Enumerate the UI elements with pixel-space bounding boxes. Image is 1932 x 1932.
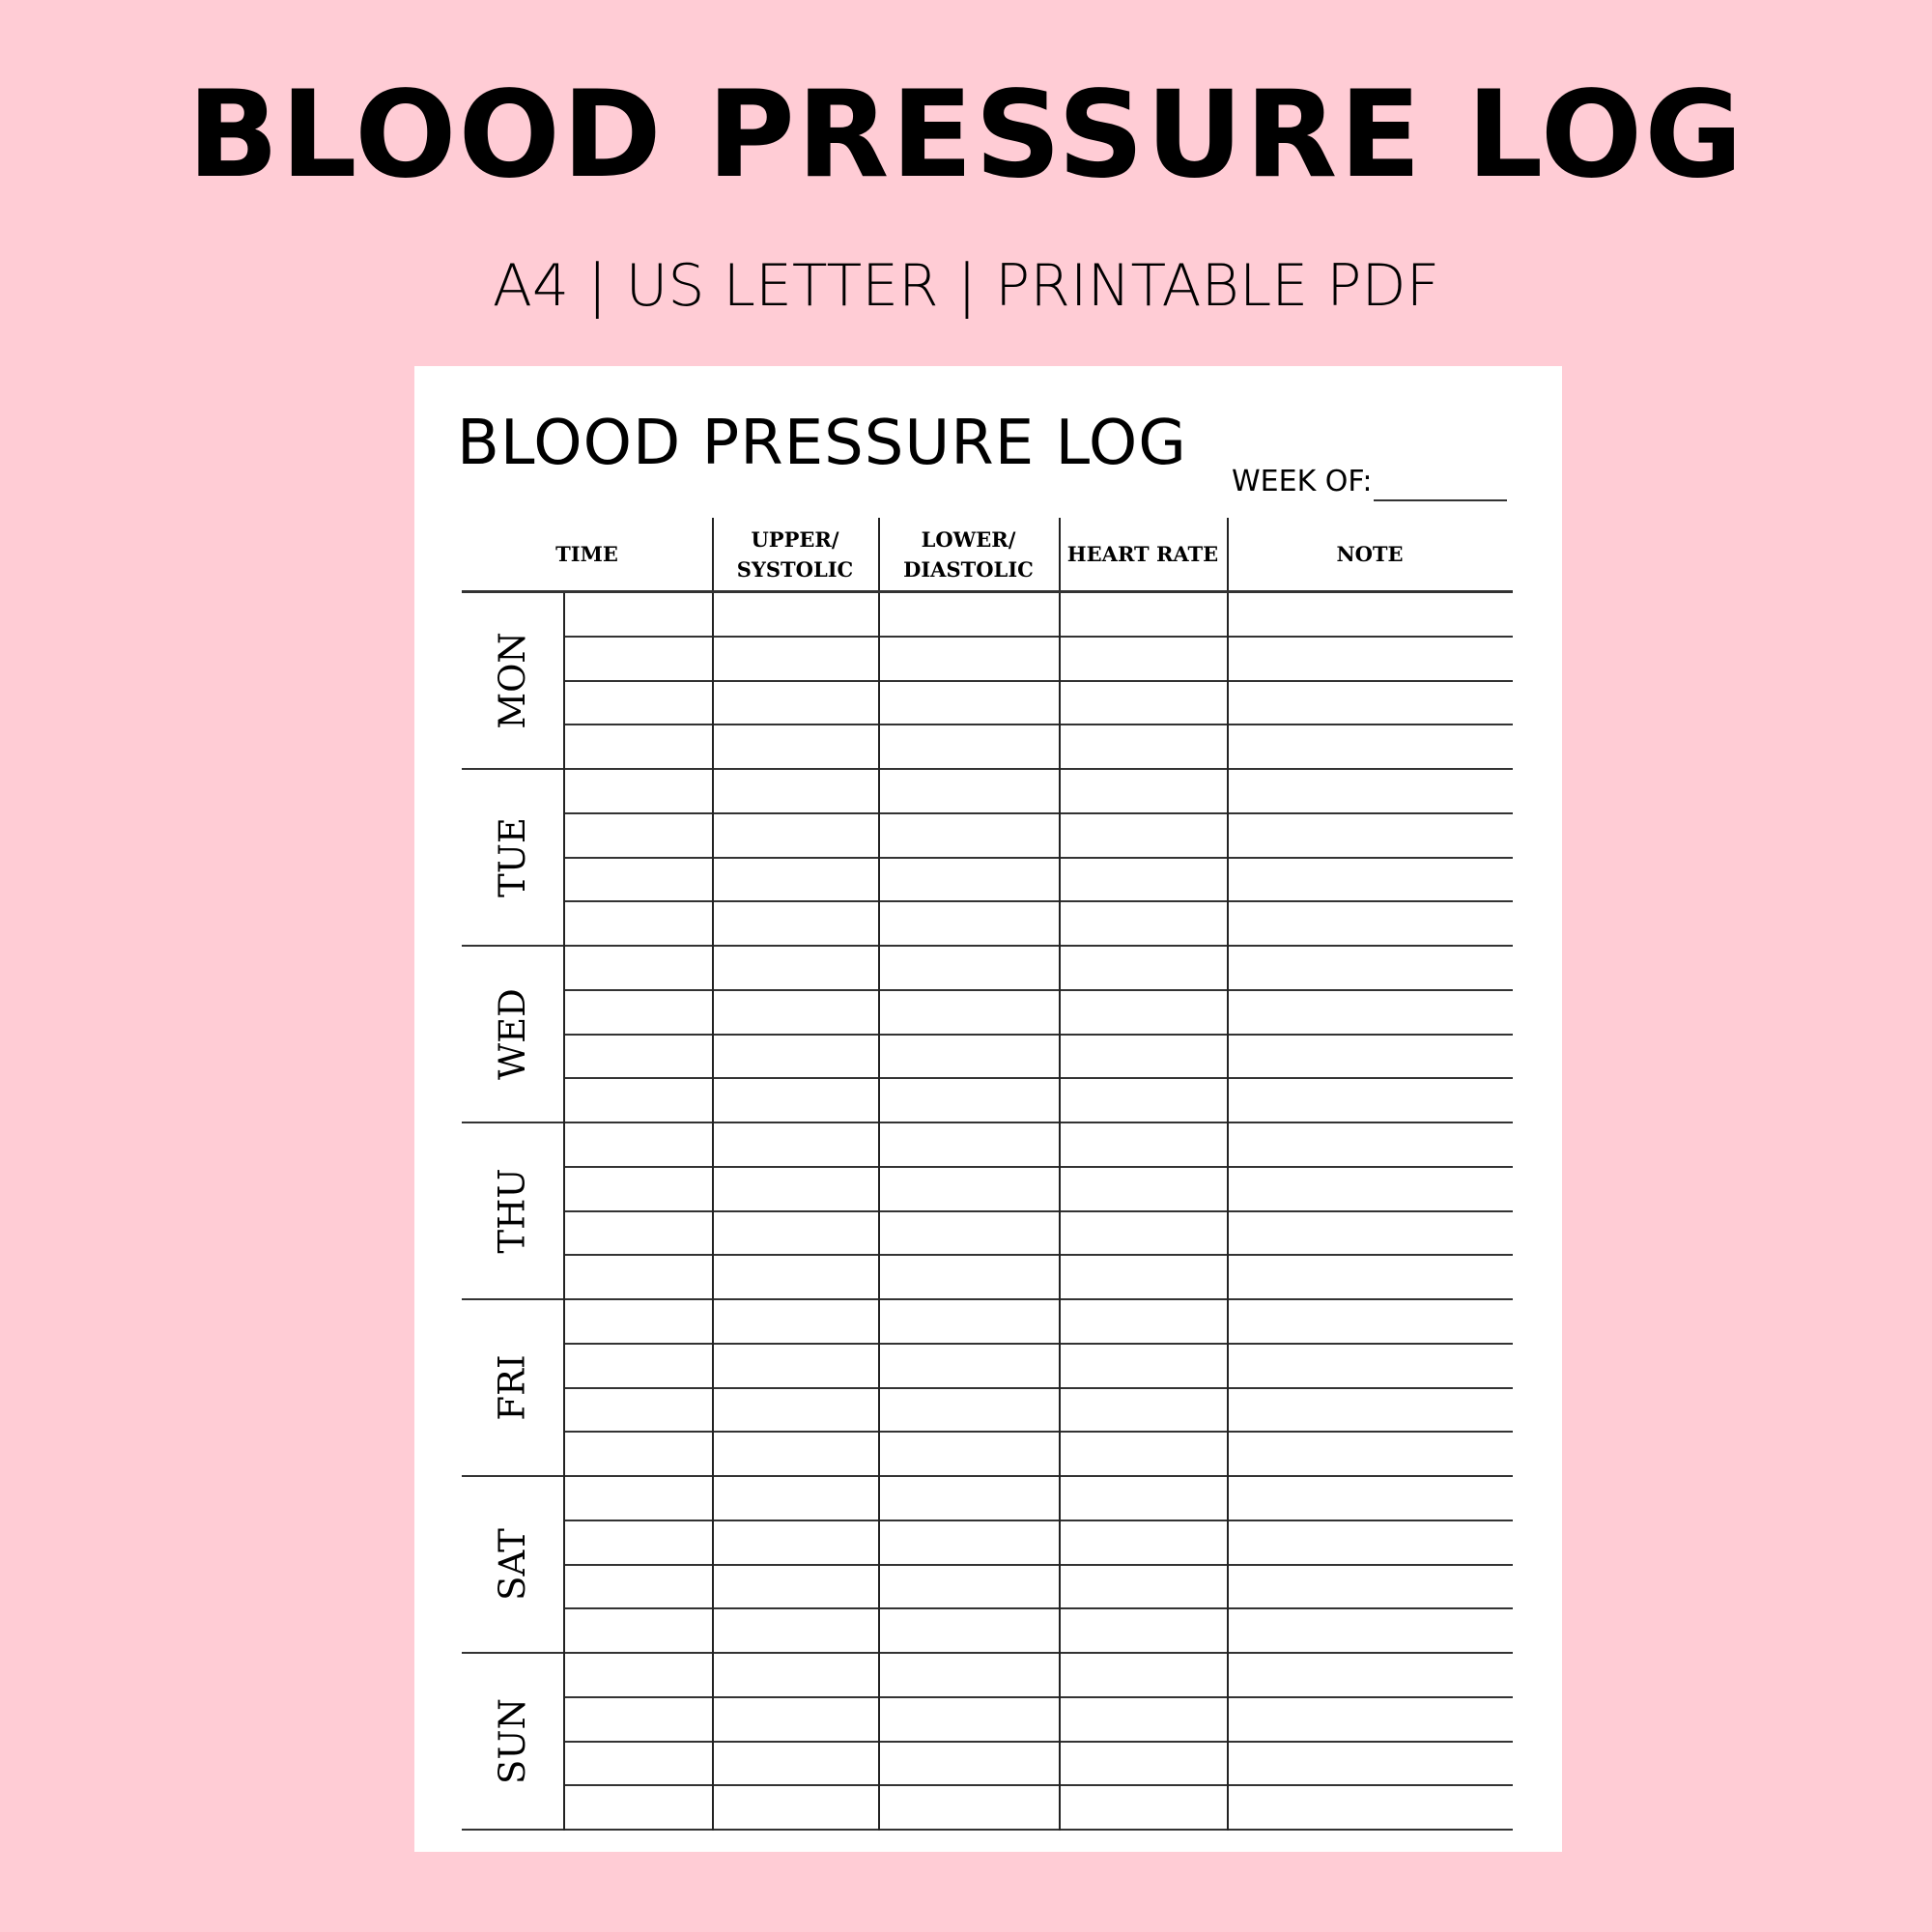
day-label: MON xyxy=(462,593,563,768)
table-row[interactable] xyxy=(563,859,1513,903)
table-row[interactable] xyxy=(563,1566,1513,1610)
day-name: SUN xyxy=(492,1698,533,1784)
table-row[interactable] xyxy=(563,1654,1513,1698)
table-row[interactable] xyxy=(563,1389,1513,1434)
column-header-note: NOTE xyxy=(1336,542,1404,566)
week-of-blank[interactable] xyxy=(1374,470,1508,501)
table-row[interactable] xyxy=(563,1212,1513,1257)
week-of-label: WEEK OF: xyxy=(1232,465,1373,498)
banner-title: BLOOD PRESSURE LOG xyxy=(187,66,1745,205)
column-divider xyxy=(563,593,565,1831)
table-row[interactable] xyxy=(563,770,1513,814)
day-name: MON xyxy=(492,632,533,729)
day-name: SAT xyxy=(491,1528,533,1601)
column-divider xyxy=(1059,593,1061,1831)
table-row[interactable] xyxy=(563,1036,1513,1080)
day-name: WED xyxy=(492,988,533,1080)
column-divider xyxy=(1059,518,1061,590)
column-header-upper-systolic: UPPER/SYSTOLIC xyxy=(736,526,854,582)
table-row[interactable] xyxy=(563,638,1513,682)
table-row[interactable] xyxy=(563,593,1513,638)
column-divider xyxy=(878,593,880,1831)
day-group-fri: FRI xyxy=(462,1300,1513,1477)
table-row[interactable] xyxy=(563,1698,1513,1743)
table-row[interactable] xyxy=(563,1168,1513,1212)
day-group-wed: WED xyxy=(462,947,1513,1123)
table-row[interactable] xyxy=(563,1123,1513,1168)
column-divider xyxy=(712,518,714,590)
day-group-sun: SUN xyxy=(462,1654,1513,1831)
day-group-tue: TUE xyxy=(462,770,1513,947)
day-group-mon: MON xyxy=(462,593,1513,770)
log-table: TIME UPPER/SYSTOLIC LOWER/DIASTOLIC HEART R… xyxy=(462,518,1513,1831)
log-sheet: BLOOD PRESSURE LOG WEEK OF: TIME UPPER/SY… xyxy=(414,366,1562,1852)
table-row[interactable] xyxy=(563,1300,1513,1345)
table-row[interactable] xyxy=(563,814,1513,859)
day-label: WED xyxy=(462,947,563,1122)
column-divider xyxy=(1227,518,1229,590)
day-name: TUE xyxy=(492,817,533,897)
column-header-time: TIME xyxy=(555,542,618,566)
week-of-field: WEEK OF: xyxy=(1232,463,1508,501)
table-row[interactable] xyxy=(563,991,1513,1036)
column-header-lower-diastolic: LOWER/DIASTOLIC xyxy=(903,526,1034,582)
table-row[interactable] xyxy=(563,682,1513,726)
table-row[interactable] xyxy=(563,1477,1513,1521)
day-name: THU xyxy=(491,1168,533,1254)
column-divider xyxy=(1227,593,1229,1831)
day-group-sat: SAT xyxy=(462,1477,1513,1654)
day-label: SUN xyxy=(462,1654,563,1829)
table-header: TIME UPPER/SYSTOLIC LOWER/DIASTOLIC HEART R… xyxy=(462,518,1513,593)
day-label: FRI xyxy=(462,1300,563,1475)
column-header-heart-rate: HEART RATE xyxy=(1066,542,1219,566)
day-label: TUE xyxy=(462,770,563,945)
table-row[interactable] xyxy=(563,1521,1513,1566)
table-row[interactable] xyxy=(563,1345,1513,1389)
table-row[interactable] xyxy=(563,947,1513,991)
table-row[interactable] xyxy=(563,1743,1513,1787)
day-label: SAT xyxy=(462,1477,563,1652)
day-name: FRI xyxy=(492,1354,533,1421)
day-label: THU xyxy=(462,1123,563,1298)
table-body: MON TUE WED THU FRI SAT SUN xyxy=(462,593,1513,1831)
day-group-thu: THU xyxy=(462,1123,1513,1300)
column-divider xyxy=(878,518,880,590)
sheet-title: BLOOD PRESSURE LOG xyxy=(457,408,1187,479)
column-divider xyxy=(712,593,714,1831)
banner-subtitle: A4 | US LETTER | PRINTABLE PDF xyxy=(492,252,1440,320)
